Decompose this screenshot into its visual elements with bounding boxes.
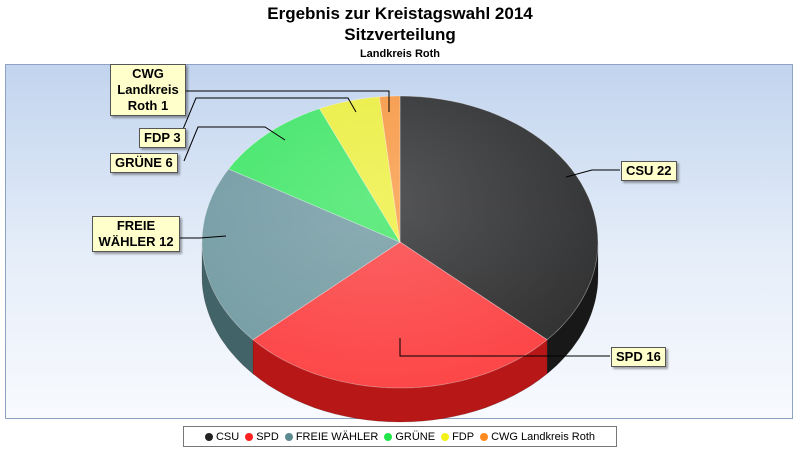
label-freie-waehler: FREIE WÄHLER 12 xyxy=(92,216,180,252)
legend-label: FDP xyxy=(452,430,475,443)
legend-dot xyxy=(441,432,450,441)
chart-subtitle: Sitzverteilung xyxy=(344,25,456,44)
chart-caption: Landkreis Roth xyxy=(359,48,441,60)
legend-dot xyxy=(384,432,393,441)
label-gruene: GRÜNE 6 xyxy=(110,153,178,173)
label-fdp: FDP 3 xyxy=(139,128,186,148)
label-csu: CSU 22 xyxy=(621,161,677,181)
legend-label: GRÜNE xyxy=(395,430,436,443)
legend-label: SPD xyxy=(256,430,279,443)
legend-item-spd: SPD xyxy=(245,431,279,443)
legend: CSU SPD FREIE WÄHLER GRÜNE FDP CWG Landkreis … xyxy=(183,426,617,447)
legend-dot xyxy=(480,432,489,441)
legend-dot xyxy=(245,432,254,441)
legend-item-freie-w-hler: FREIE WÄHLER xyxy=(284,430,379,443)
legend-dot xyxy=(204,432,213,441)
label-spd: SPD 16 xyxy=(611,347,666,367)
legend-item-cwg-landkreis-roth: CWG Landkreis Roth xyxy=(480,431,595,443)
chart-title: Ergebnis zur Kreistagswahl 2014 xyxy=(267,4,533,23)
leader-line-0 xyxy=(565,169,620,178)
leader-line-4 xyxy=(180,97,357,135)
legend-label: FREIE WÄHLER xyxy=(295,430,379,443)
leader-line-3 xyxy=(183,126,286,162)
legend-dot xyxy=(284,432,293,441)
legend-item-gr-ne: GRÜNE xyxy=(384,431,435,443)
legend-item-fdp: FDP xyxy=(441,431,474,443)
leader-line-1 xyxy=(399,338,610,357)
legend-item-csu: CSU xyxy=(204,430,240,443)
pie-gloss xyxy=(202,96,598,388)
legend-label: CSU xyxy=(215,430,240,443)
leader-line-5 xyxy=(186,90,390,112)
label-cwg: CWG Landkreis Roth 1 xyxy=(110,64,186,116)
legend-label: CWG Landkreis Roth xyxy=(491,430,596,443)
leader-line-2 xyxy=(180,235,227,239)
